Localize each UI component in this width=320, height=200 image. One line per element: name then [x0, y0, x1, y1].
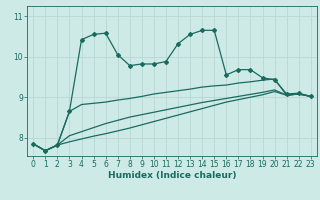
X-axis label: Humidex (Indice chaleur): Humidex (Indice chaleur): [108, 171, 236, 180]
